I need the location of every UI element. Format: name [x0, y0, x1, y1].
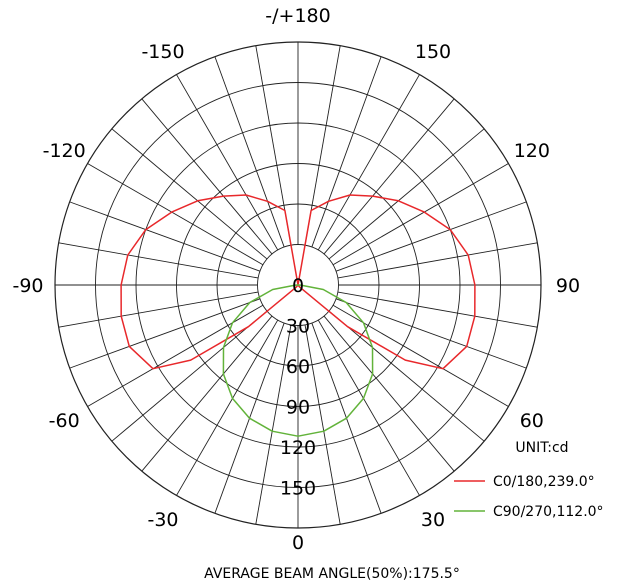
angle-label: 120 — [514, 140, 550, 162]
radial-label: 150 — [280, 478, 316, 500]
radial-label: 90 — [286, 397, 310, 419]
radial-label: 0 — [292, 275, 304, 297]
angle-label: -150 — [141, 41, 184, 63]
angle-label: -120 — [43, 140, 86, 162]
grid-spoke — [335, 298, 527, 369]
grid-spoke — [87, 163, 264, 266]
polar-spokes — [55, 42, 541, 528]
radial-label: 30 — [286, 316, 310, 338]
angle-label: 150 — [415, 41, 451, 63]
angle-label: -/+180 — [265, 5, 330, 27]
grid-spoke — [337, 291, 538, 328]
grid-spoke — [141, 98, 273, 255]
radial-labels: 0 30 60 90 120 150 — [280, 275, 316, 500]
legend-label-c0: C0/180,239.0° — [493, 474, 595, 490]
grid-spoke — [304, 324, 341, 525]
angle-label: -90 — [12, 275, 43, 297]
grid-spoke — [176, 319, 279, 496]
grid-spoke — [58, 291, 259, 328]
series-curve-1 — [222, 284, 374, 437]
angle-label: 90 — [556, 275, 580, 297]
grid-spoke — [111, 310, 268, 442]
grid-spoke — [328, 128, 485, 260]
legend: UNIT:cd C0/180,239.0° C90/270,112.0° — [454, 440, 604, 520]
grid-spoke — [214, 56, 285, 248]
grid-spoke — [317, 319, 420, 496]
grid-spoke — [332, 163, 509, 266]
grid-spoke — [337, 242, 538, 279]
radial-label: 120 — [280, 437, 316, 459]
angle-label: 0 — [292, 532, 304, 554]
grid-spoke — [69, 201, 261, 272]
angle-label: 60 — [520, 410, 544, 432]
grid-spoke — [141, 315, 273, 472]
angle-label: 30 — [421, 509, 445, 531]
grid-spoke — [335, 201, 527, 272]
angle-label: -30 — [147, 509, 178, 531]
grid-spoke — [58, 242, 259, 279]
grid-spoke — [111, 128, 268, 260]
grid-spoke — [317, 74, 420, 251]
beam-angle-footer: AVERAGE BEAM ANGLE(50%):175.5° — [204, 566, 460, 582]
radial-label: 60 — [286, 356, 310, 378]
grid-spoke — [323, 315, 455, 472]
angle-label: -60 — [49, 410, 80, 432]
legend-label-c90: C90/270,112.0° — [493, 504, 604, 520]
grid-spoke — [255, 324, 292, 525]
unit-label: UNIT:cd — [515, 440, 568, 456]
intensity-curves — [120, 194, 476, 437]
grid-spoke — [311, 56, 382, 248]
grid-spoke — [176, 74, 279, 251]
grid-spoke — [69, 298, 261, 369]
grid-spoke — [328, 310, 485, 442]
angular-labels: -/+180 150 120 90 60 30 -30 -60 -90 -120 -150 0 — [12, 5, 580, 554]
grid-spoke — [323, 98, 455, 255]
